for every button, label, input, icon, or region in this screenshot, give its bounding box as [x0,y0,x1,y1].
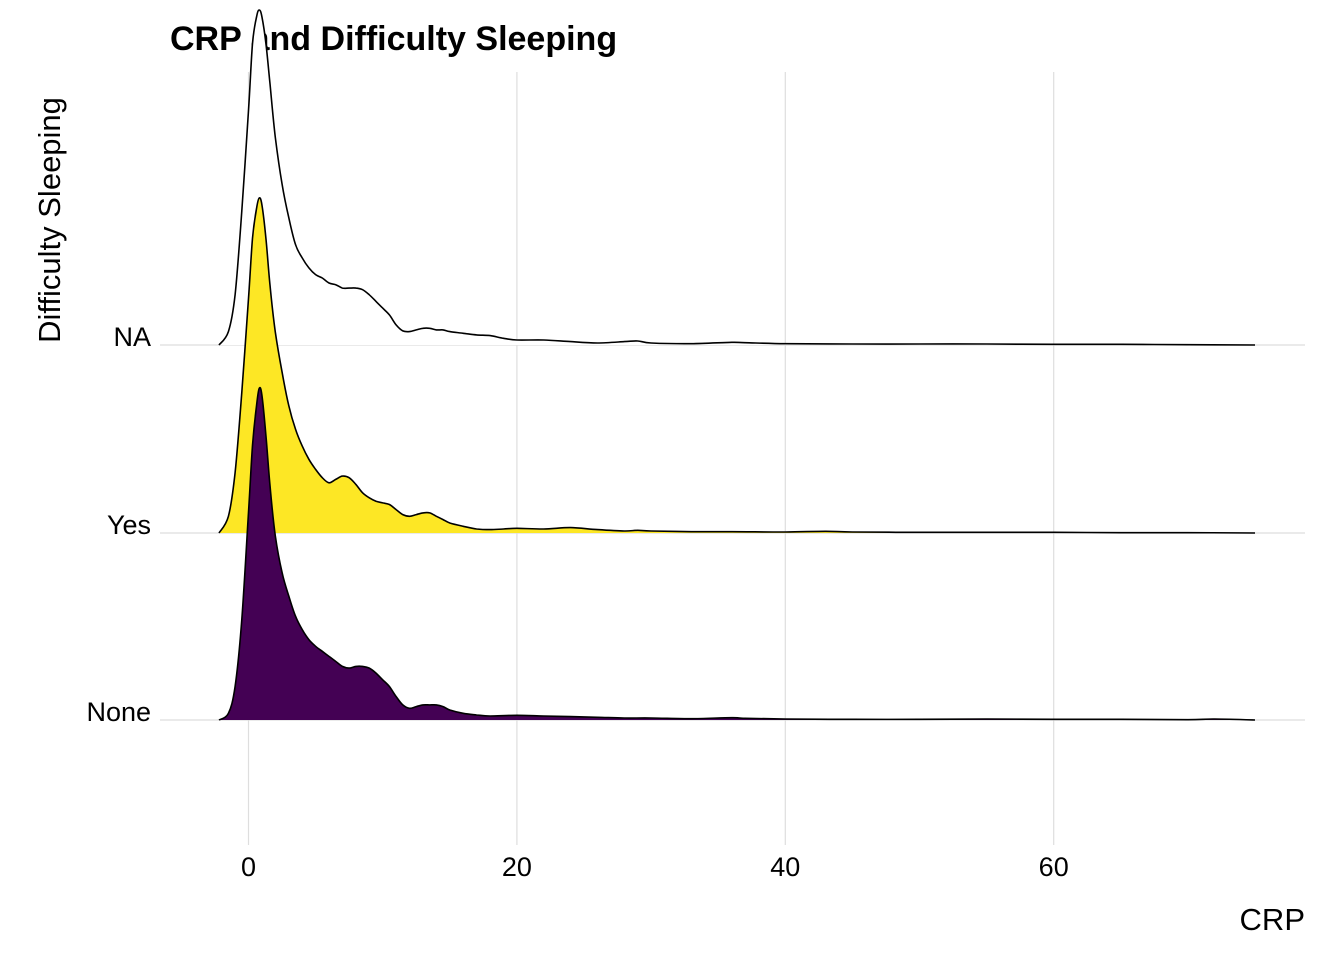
x-axis-title: CRP [1240,902,1305,937]
x-tick-label: 40 [770,852,800,882]
ridge-na-area [219,10,1255,345]
ridge-yes-area [219,197,1255,534]
ridges [218,9,1256,721]
tick-labels: 0 20 40 60 None Yes NA [86,322,1068,882]
y-tick-label: None [86,697,151,727]
ridge-none-area [219,387,1255,720]
x-tick-label: 20 [502,852,532,882]
ridge-na-line [218,9,1256,346]
y-tick-label: Yes [107,510,151,540]
x-tick-label: 60 [1039,852,1069,882]
y-axis-title: Difficulty Sleeping [32,97,67,343]
chart-title: CRP and Difficulty Sleeping [170,20,617,58]
x-tick-label: 0 [241,852,256,882]
grid-lines [160,72,1305,845]
y-tick-label: NA [113,322,151,352]
ridge-yes-line [218,197,1256,534]
ridge-none-line [218,386,1256,721]
